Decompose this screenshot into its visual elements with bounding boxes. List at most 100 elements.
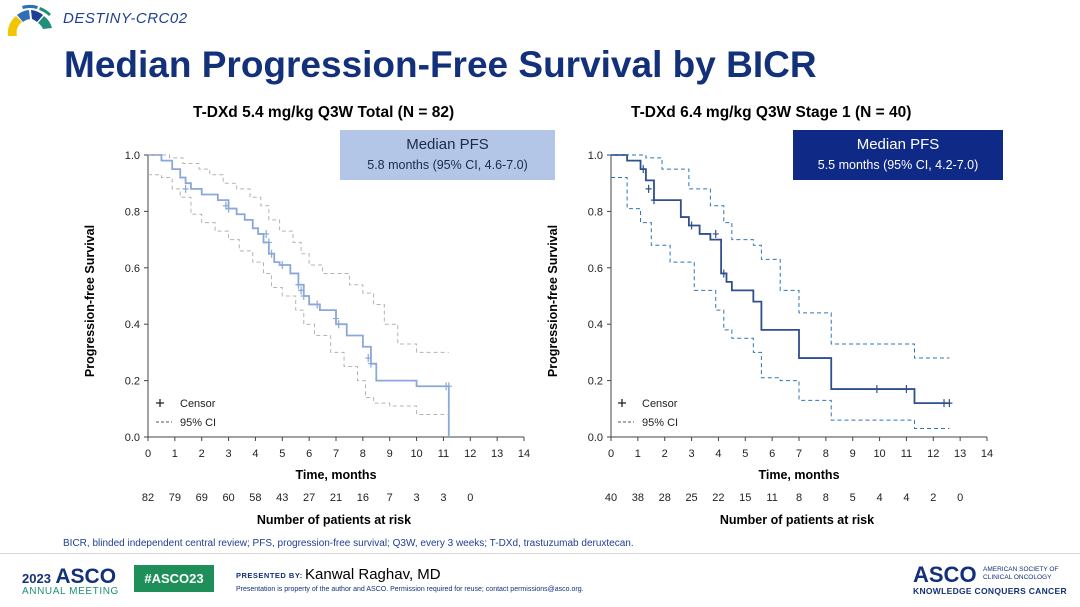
x-tick-label: 8 <box>360 448 366 460</box>
y-tick-label: 0.8 <box>125 206 140 218</box>
society-name: AMERICAN SOCIETY OF CLINICAL ONCOLOGY <box>983 566 1058 582</box>
ci-line-upper <box>148 154 449 353</box>
y-tick-label: 1.0 <box>125 150 140 162</box>
at-risk-count: 3 <box>414 492 420 504</box>
at-risk-count: 82 <box>142 492 154 504</box>
at-risk-count: 79 <box>169 492 181 504</box>
x-tick-label: 6 <box>769 448 775 460</box>
y-tick-label: 0.0 <box>125 432 140 444</box>
x-tick-label: 1 <box>635 448 641 460</box>
x-tick-label: 12 <box>464 448 476 460</box>
y-tick-label: 0.2 <box>125 376 140 388</box>
censor-mark <box>279 260 286 269</box>
at-risk-count: 28 <box>659 492 671 504</box>
at-risk-count: 38 <box>632 492 644 504</box>
society-tagline: KNOWLEDGE CONQUERS CANCER <box>913 586 1067 596</box>
y-tick-label: 0.6 <box>125 263 140 275</box>
at-risk-count: 8 <box>796 492 802 504</box>
censor-mark <box>265 238 272 247</box>
asco-society-logo: ASCO AMERICAN SOCIETY OF CLINICAL ONCOLOG… <box>913 562 1067 596</box>
footnote: BICR, blinded independent central review… <box>63 538 634 549</box>
censor-mark <box>333 314 339 323</box>
at-risk-count: 3 <box>440 492 446 504</box>
right-median-heading: Median PFS <box>856 136 940 153</box>
y-tick-label: 0.8 <box>588 206 603 218</box>
at-risk-count: 69 <box>196 492 208 504</box>
x-tick-label: 8 <box>823 448 829 460</box>
at-risk-label: Number of patients at risk <box>257 513 411 527</box>
censor-mark <box>268 249 275 258</box>
y-tick-label: 0.4 <box>588 319 603 331</box>
at-risk-count: 0 <box>467 492 473 504</box>
at-risk-count: 4 <box>877 492 883 504</box>
legend-censor-label: Censor <box>642 398 678 410</box>
y-tick-label: 0.6 <box>588 263 603 275</box>
at-risk-count: 27 <box>303 492 315 504</box>
x-tick-label: 1 <box>172 448 178 460</box>
censor-mark <box>225 204 232 213</box>
destiny-logo-icon <box>7 4 52 36</box>
at-risk-label: Number of patients at risk <box>720 513 874 527</box>
meeting-year: 2023 <box>22 571 51 586</box>
at-risk-count: 21 <box>330 492 342 504</box>
right-median-box: Median PFS 5.5 months (95% CI, 4.2-7.0) <box>793 130 1003 180</box>
x-tick-label: 14 <box>981 448 993 460</box>
left-median-value: 5.8 months (95% CI, 4.6-7.0) <box>367 158 528 172</box>
censor-mark <box>903 385 910 394</box>
ci-line-lower <box>148 174 449 415</box>
at-risk-count: 22 <box>712 492 724 504</box>
x-tick-label: 5 <box>279 448 285 460</box>
x-tick-label: 6 <box>306 448 312 460</box>
censor-mark <box>873 385 880 394</box>
censor-mark <box>222 201 229 210</box>
censor-mark <box>941 399 948 408</box>
at-risk-count: 60 <box>222 492 234 504</box>
y-tick-label: 0.2 <box>588 376 603 388</box>
presenter-name: Kanwal Raghav, MD <box>305 566 441 583</box>
asco-wordmark: ASCO <box>55 565 117 588</box>
x-tick-label: 11 <box>901 448 912 460</box>
x-tick-label: 0 <box>145 448 151 460</box>
censor-mark <box>650 196 657 205</box>
x-tick-label: 4 <box>252 448 258 460</box>
x-tick-label: 7 <box>796 448 802 460</box>
at-risk-count: 2 <box>930 492 936 504</box>
x-tick-label: 10 <box>410 448 422 460</box>
censor-mark <box>300 292 307 300</box>
legend-ci-label: 95% CI <box>180 417 216 429</box>
society-wordmark: ASCO <box>913 562 977 587</box>
censor-mark <box>295 280 302 289</box>
ci-line-lower <box>611 177 950 430</box>
x-tick-label: 9 <box>850 448 856 460</box>
censor-mark <box>365 354 372 363</box>
x-tick-label: 14 <box>518 448 530 460</box>
x-axis-label: Time, months <box>295 468 376 482</box>
at-risk-count: 7 <box>387 492 393 504</box>
at-risk-count: 4 <box>903 492 909 504</box>
legend-censor-label: Censor <box>180 398 216 410</box>
left-median-box: Median PFS 5.8 months (95% CI, 4.6-7.0) <box>340 130 555 180</box>
x-tick-label: 2 <box>199 448 205 460</box>
censor-mark <box>314 300 321 309</box>
y-tick-label: 0.4 <box>125 319 140 331</box>
x-tick-label: 5 <box>742 448 748 460</box>
left-median-heading: Median PFS <box>406 136 489 153</box>
property-note: Presentation is property of the author a… <box>236 586 584 593</box>
x-tick-label: 9 <box>387 448 393 460</box>
y-axis-label: Progression-free Survival <box>546 225 560 377</box>
right-panel-title: T-DXd 6.4 mg/kg Q3W Stage 1 (N = 40) <box>631 104 912 121</box>
censor-mark <box>445 382 452 391</box>
at-risk-count: 40 <box>605 492 617 504</box>
censor-mark <box>720 269 727 278</box>
hashtag-badge: #ASCO23 <box>134 565 214 592</box>
at-risk-count: 16 <box>357 492 369 504</box>
at-risk-count: 58 <box>249 492 261 504</box>
x-tick-label: 12 <box>927 448 939 460</box>
censor-mark <box>263 229 270 238</box>
society-name-line-1: AMERICAN SOCIETY OF <box>983 566 1059 573</box>
censor-mark <box>712 229 719 238</box>
legend-censor-icon <box>618 399 626 407</box>
y-tick-label: 1.0 <box>588 150 603 162</box>
x-tick-label: 2 <box>662 448 668 460</box>
